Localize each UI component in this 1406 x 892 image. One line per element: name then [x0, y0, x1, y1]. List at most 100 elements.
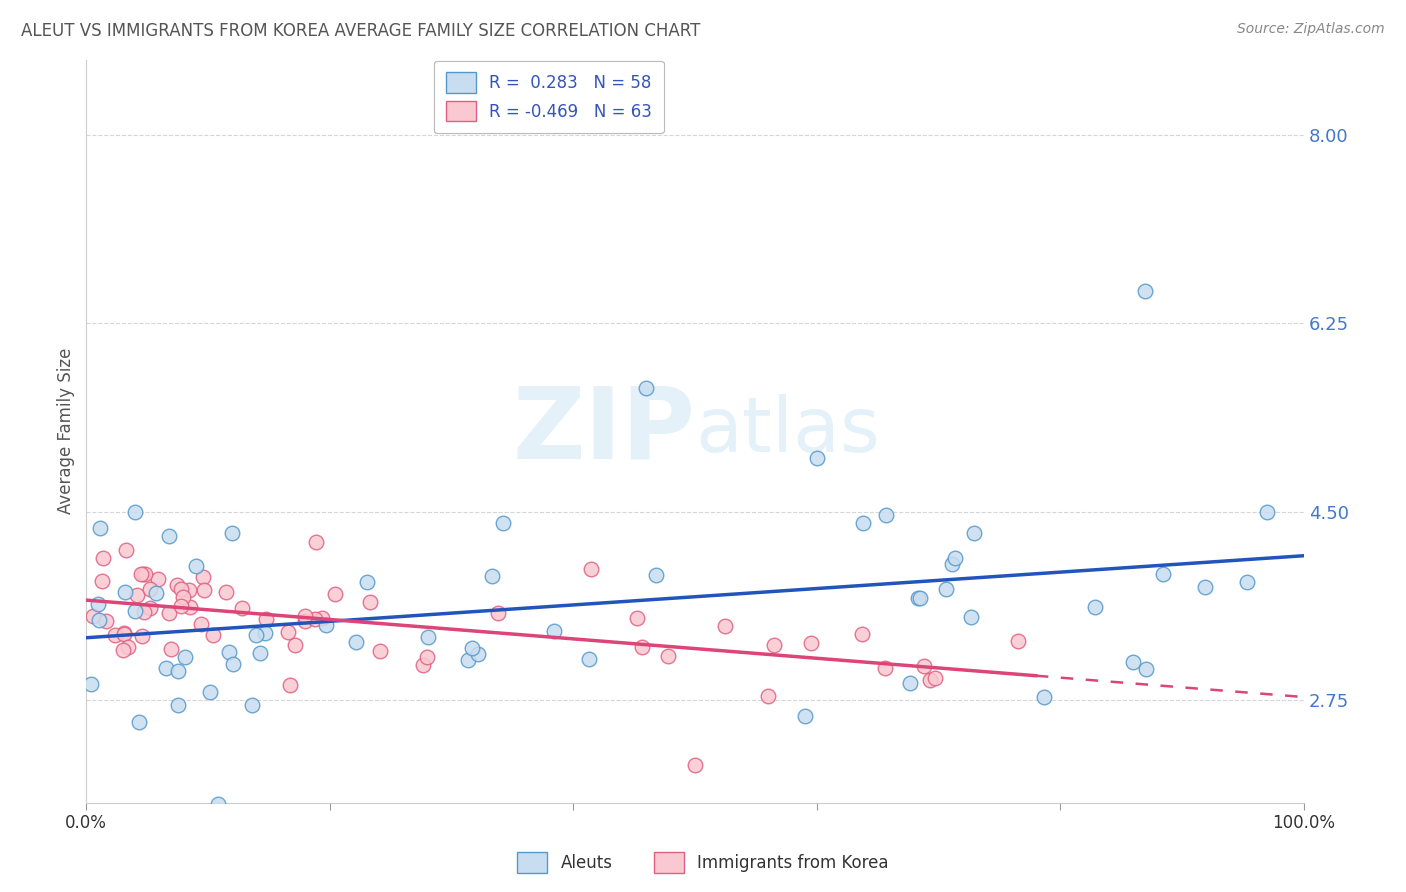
Point [294, 614, 316, 628]
Point [157, 529, 180, 543]
Point [963, 525, 986, 540]
Point [645, 568, 668, 582]
Point [578, 652, 600, 666]
Point [148, 572, 170, 586]
Point [875, 508, 897, 523]
Point [636, 381, 658, 395]
Point [245, 628, 267, 642]
Point [191, 570, 214, 584]
Legend: Aleuts, Immigrants from Korea: Aleuts, Immigrants from Korea [510, 846, 896, 880]
Point [486, 607, 509, 621]
Point [315, 618, 337, 632]
Point [159, 607, 181, 621]
Point [924, 671, 946, 685]
Point [1007, 634, 1029, 648]
Point [793, 709, 815, 723]
Point [131, 629, 153, 643]
Point [253, 626, 276, 640]
Point [1236, 574, 1258, 589]
Point [284, 638, 307, 652]
Point [912, 659, 935, 673]
Point [935, 582, 957, 596]
Point [1152, 566, 1174, 581]
Point [254, 612, 277, 626]
Point [356, 574, 378, 589]
Point [714, 618, 737, 632]
Point [145, 586, 167, 600]
Point [941, 557, 963, 571]
Point [304, 612, 326, 626]
Point [491, 516, 513, 530]
Point [221, 526, 243, 541]
Point [132, 605, 155, 619]
Point [117, 640, 139, 654]
Point [173, 649, 195, 664]
Text: Source: ZipAtlas.com: Source: ZipAtlas.com [1237, 22, 1385, 37]
Point [139, 600, 162, 615]
Point [114, 584, 136, 599]
Point [184, 558, 207, 573]
Point [131, 567, 153, 582]
Point [461, 640, 484, 655]
Point [80, 677, 103, 691]
Point [89, 521, 111, 535]
Point [129, 567, 152, 582]
Point [89, 613, 111, 627]
Point [87, 597, 110, 611]
Point [124, 604, 146, 618]
Point [852, 516, 875, 531]
Point [1122, 655, 1144, 669]
Point [277, 624, 299, 639]
Point [416, 630, 439, 644]
Point [918, 673, 941, 688]
Point [91, 551, 114, 566]
Point [481, 568, 503, 582]
Point [1135, 284, 1157, 298]
Point [82, 609, 104, 624]
Point [242, 698, 264, 712]
Point [169, 582, 191, 596]
Point [762, 638, 785, 652]
Text: ALEUT VS IMMIGRANTS FROM KOREA AVERAGE FAMILY SIZE CORRELATION CHART: ALEUT VS IMMIGRANTS FROM KOREA AVERAGE F… [21, 22, 700, 40]
Point [344, 634, 367, 648]
Point [112, 625, 135, 640]
Legend: R =  0.283   N = 58, R = -0.469   N = 63: R = 0.283 N = 58, R = -0.469 N = 63 [434, 61, 664, 133]
Point [125, 588, 148, 602]
Point [114, 542, 136, 557]
Point [177, 583, 200, 598]
Point [898, 675, 921, 690]
Point [311, 611, 333, 625]
Point [155, 661, 177, 675]
Point [134, 567, 156, 582]
Point [249, 646, 271, 660]
Point [1256, 505, 1278, 519]
Point [166, 664, 188, 678]
Point [756, 690, 779, 704]
Point [412, 658, 434, 673]
Point [875, 660, 897, 674]
Point [1032, 690, 1054, 704]
Point [543, 624, 565, 639]
Point [190, 617, 212, 632]
Point [631, 640, 654, 655]
Point [179, 599, 201, 614]
Point [907, 591, 929, 605]
Point [139, 582, 162, 596]
Point [943, 550, 966, 565]
Point [415, 649, 437, 664]
Point [111, 643, 134, 657]
Point [683, 758, 706, 772]
Point [124, 505, 146, 519]
Point [851, 627, 873, 641]
Point [278, 678, 301, 692]
Point [231, 600, 253, 615]
Point [294, 609, 316, 624]
Point [806, 450, 828, 465]
Point [579, 562, 602, 576]
Point [959, 609, 981, 624]
Point [104, 628, 127, 642]
Point [323, 587, 346, 601]
Point [201, 627, 224, 641]
Point [166, 698, 188, 712]
Point [910, 591, 932, 605]
